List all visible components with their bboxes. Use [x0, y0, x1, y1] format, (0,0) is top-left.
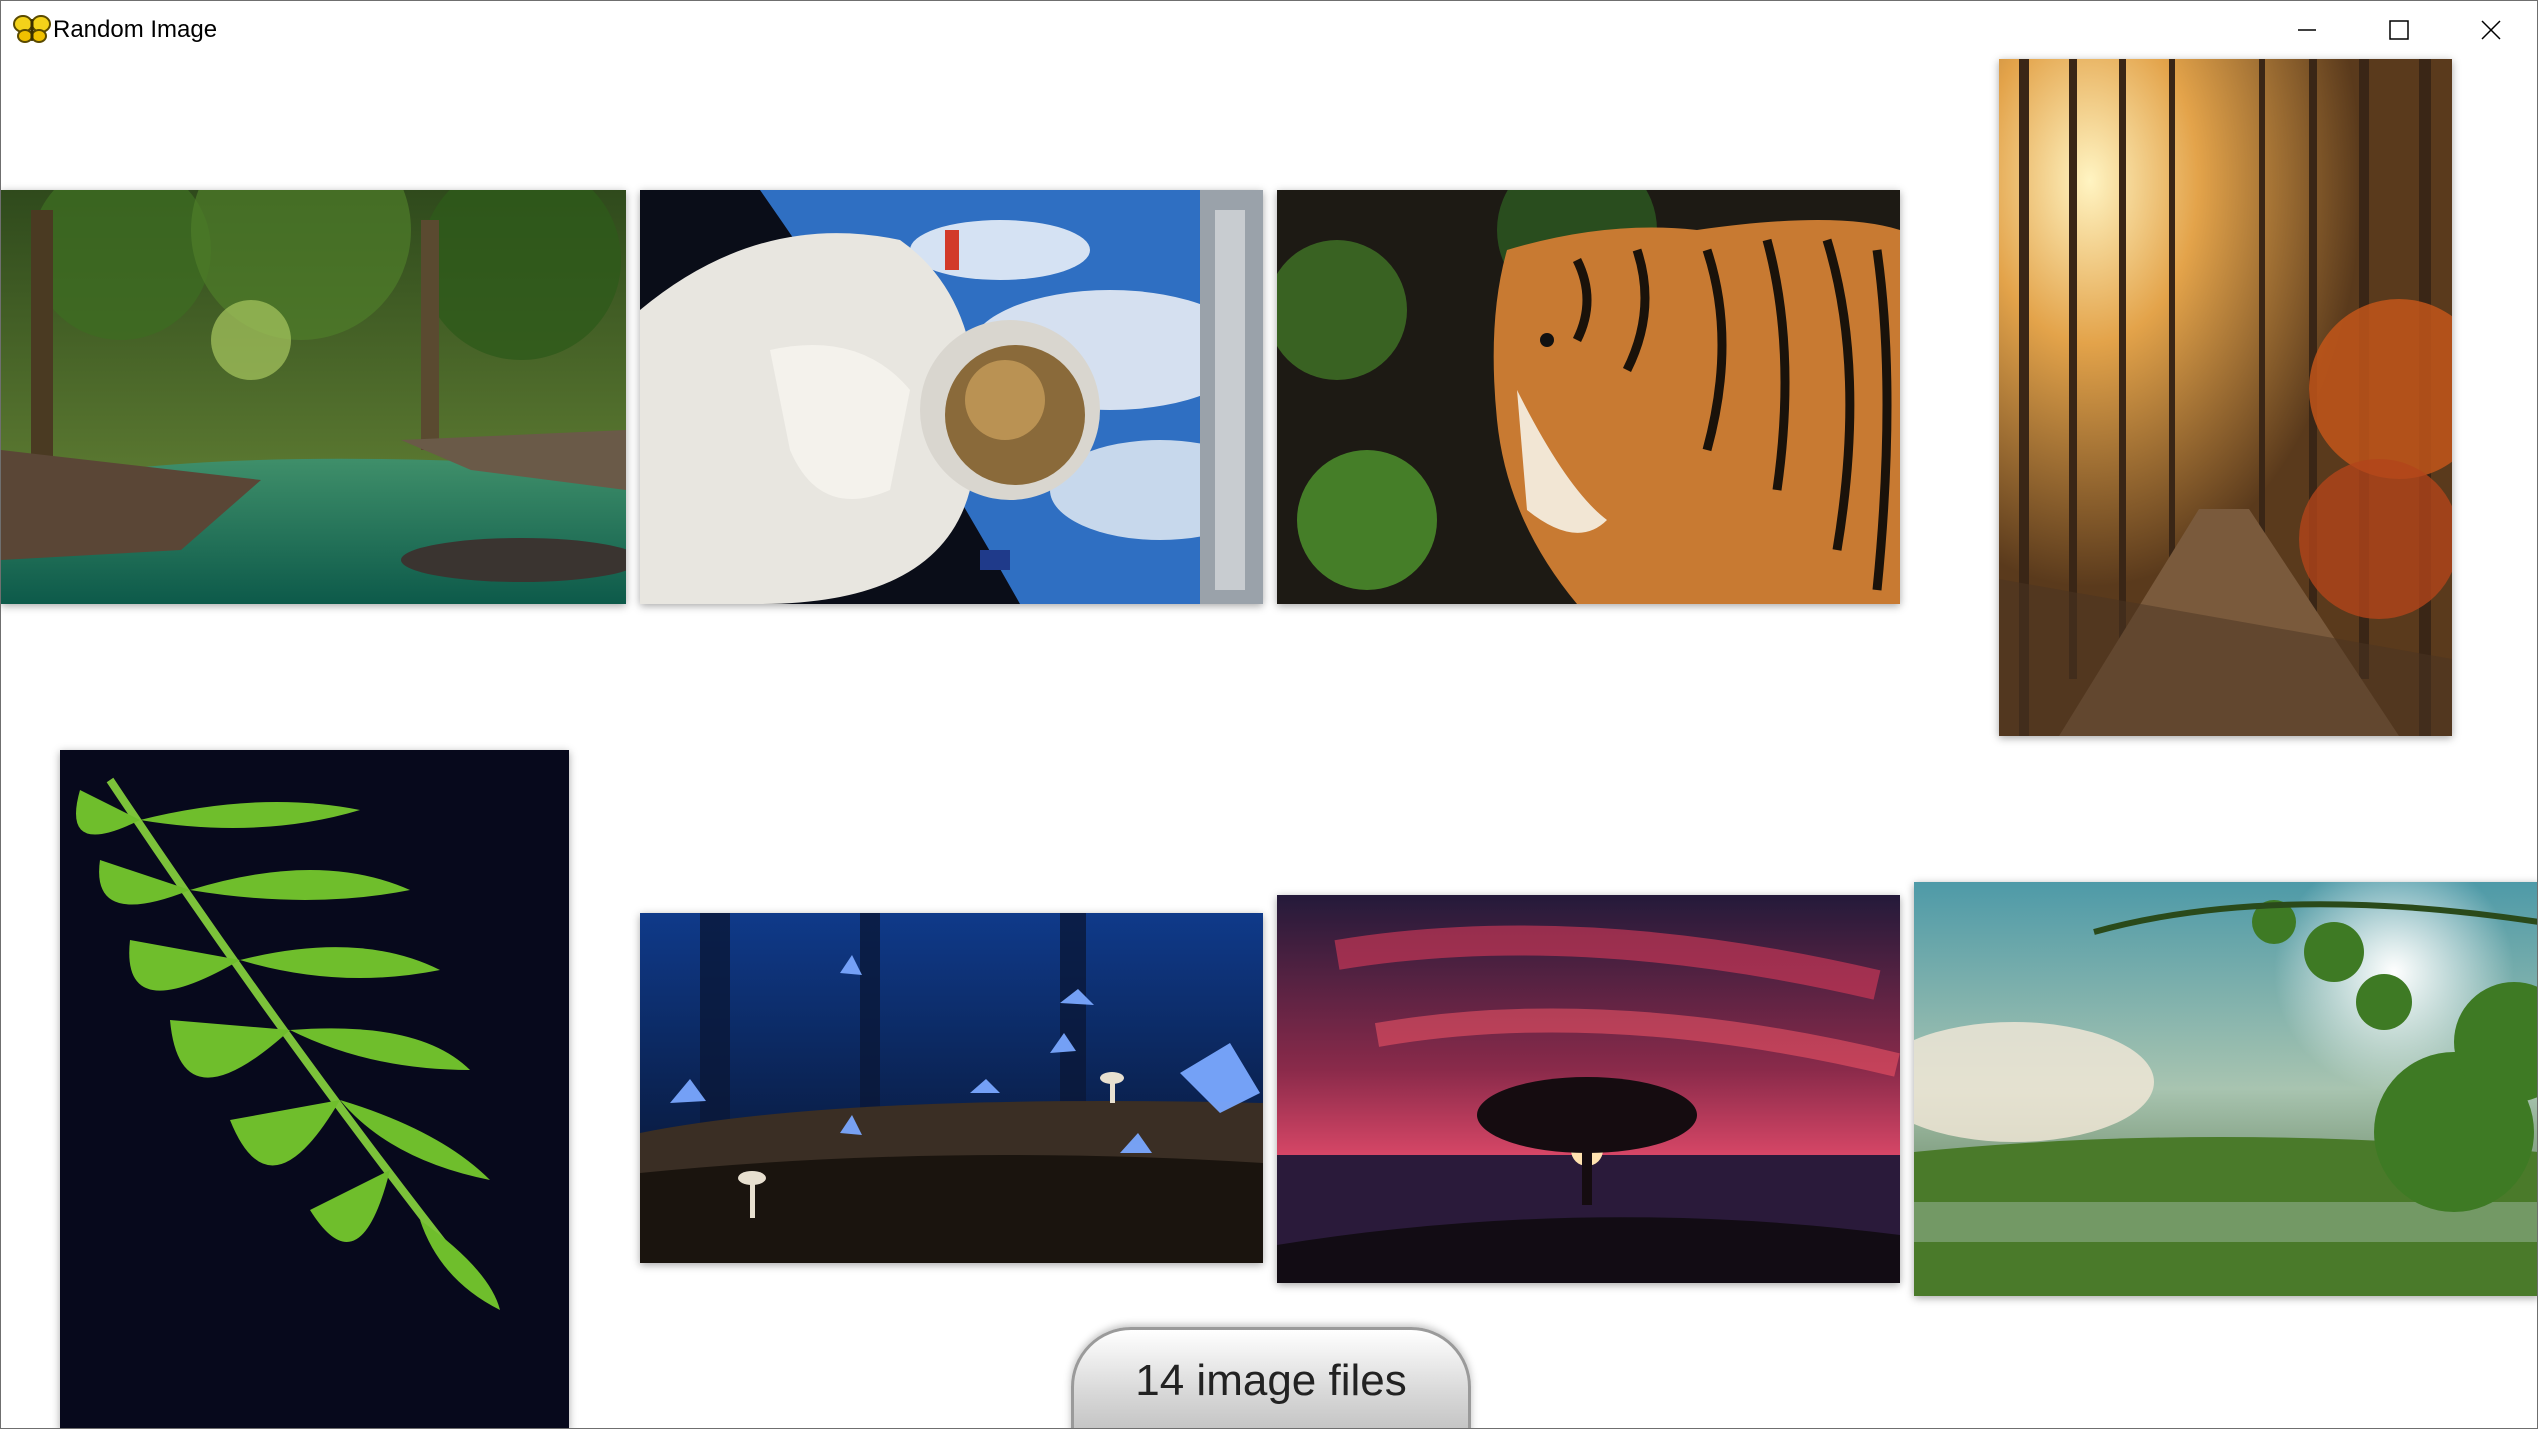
- window-title: Random Image: [53, 16, 218, 43]
- photo-fern[interactable]: [60, 750, 569, 1428]
- image-count-label: 14 image files: [1135, 1356, 1407, 1405]
- status-pill: 14 image files: [1071, 1327, 1471, 1428]
- maximize-icon: [2389, 20, 2409, 40]
- photo-forest-stream[interactable]: [1, 190, 626, 604]
- minimize-button[interactable]: [2261, 1, 2353, 59]
- minimize-icon: [2298, 29, 2316, 31]
- photo-tiger[interactable]: [1277, 190, 1900, 604]
- photo-astronaut[interactable]: [640, 190, 1263, 604]
- photo-sunset-tree[interactable]: [1277, 895, 1900, 1283]
- photo-green-bokeh[interactable]: [1914, 882, 2537, 1296]
- butterfly-icon: [13, 13, 51, 45]
- title-bar[interactable]: Random Image: [1, 1, 2537, 59]
- photo-autumn-forest-path[interactable]: [1999, 59, 2452, 736]
- close-button[interactable]: [2445, 1, 2537, 59]
- photo-blue-butterflies[interactable]: [640, 913, 1263, 1263]
- maximize-button[interactable]: [2353, 1, 2445, 59]
- close-icon: [2481, 20, 2501, 40]
